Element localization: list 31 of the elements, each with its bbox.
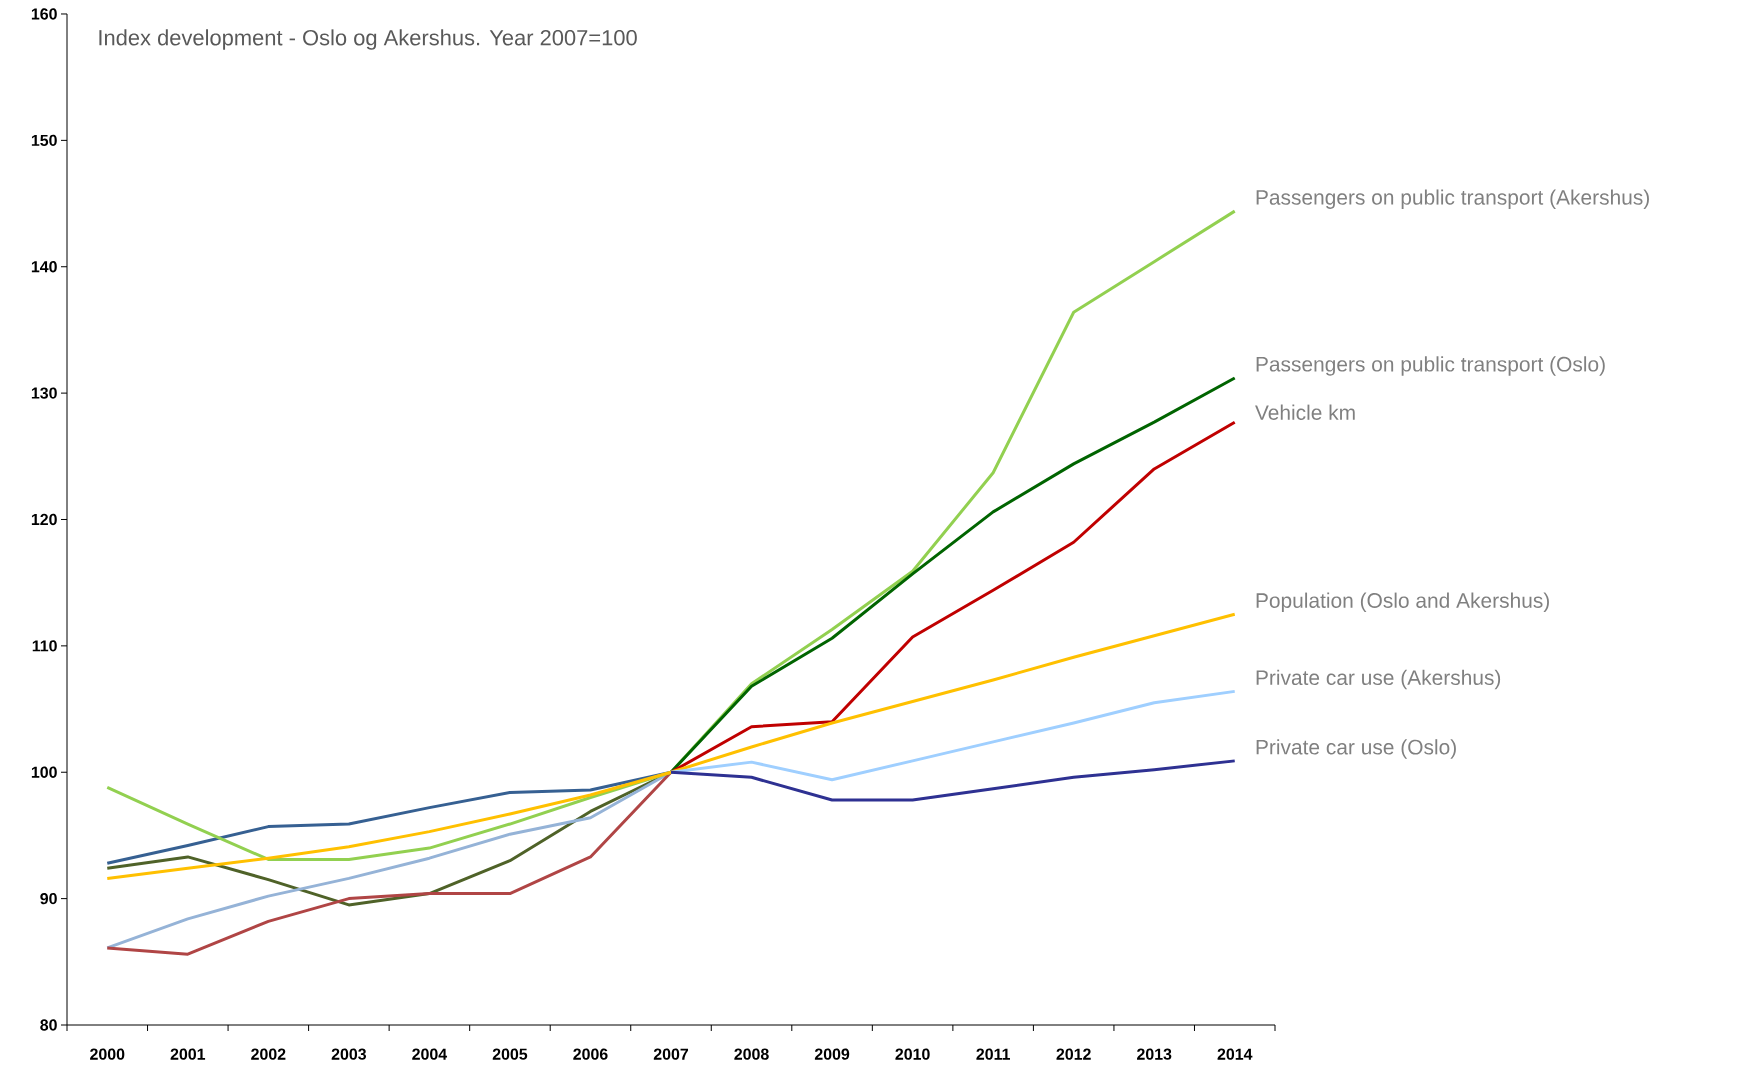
x-tick-label: 2001 — [170, 1048, 206, 1060]
y-tick-label: 160 — [31, 8, 57, 20]
series-label: Private car use (Oslo) — [1256, 739, 1456, 759]
series-label: Private car use (Akershus) — [1256, 669, 1501, 690]
y-tick-label: 130 — [31, 387, 57, 399]
y-tick-label: 80 — [40, 1019, 57, 1031]
y-tick-label: 100 — [31, 766, 57, 778]
series-label: Vehicle km — [1255, 404, 1355, 420]
x-tick-label: 2014 — [1217, 1048, 1253, 1060]
x-tick-label: 2010 — [895, 1048, 930, 1060]
x-tick-label: 2012 — [1056, 1048, 1091, 1060]
y-tick-label: 120 — [31, 513, 57, 526]
y-tick-label: 90 — [40, 892, 57, 905]
x-tick-label: 2008 — [734, 1048, 769, 1060]
x-tick-label: 2006 — [573, 1048, 608, 1060]
series-label: Passengers on public transport (Oslo) — [1256, 356, 1605, 376]
x-tick-label: 2003 — [331, 1048, 367, 1060]
x-tick-label: 2007 — [653, 1048, 689, 1060]
series-label: Passengers on public transport (Akershus) — [1256, 189, 1649, 209]
x-tick-label: 2009 — [814, 1048, 850, 1060]
x-tick-label: 2005 — [492, 1048, 528, 1060]
text: Index development - Oslo og Akershus. Year 2007=100 — [99, 29, 637, 50]
x-tick-label: 2002 — [251, 1048, 286, 1060]
x-tick-label: 2013 — [1137, 1048, 1172, 1060]
series-label: Population (Oslo and Akershus) — [1256, 592, 1549, 613]
x-tick-label: 2004 — [412, 1048, 448, 1060]
y-tick-label: 140 — [31, 261, 57, 273]
x-tick-label: 2000 — [90, 1048, 125, 1060]
y-tick-label: 150 — [31, 134, 57, 146]
y-tick-label: 110 — [32, 640, 57, 652]
x-tick-label: 2011 — [976, 1048, 1010, 1060]
